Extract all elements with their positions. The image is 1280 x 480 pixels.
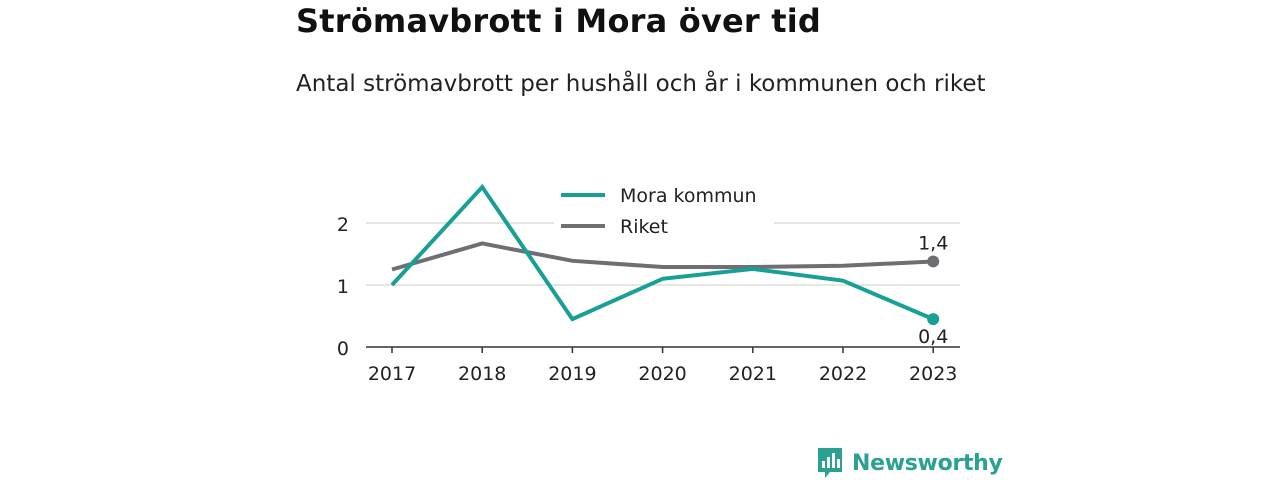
y-tick-label: 0 bbox=[337, 338, 349, 360]
x-tick-label: 2017 bbox=[368, 363, 416, 385]
x-tick-label: 2018 bbox=[458, 363, 506, 385]
legend-background bbox=[554, 180, 774, 242]
x-tick-label: 2022 bbox=[819, 363, 867, 385]
series-end-point-riket bbox=[927, 255, 940, 268]
legend-label-riket: Riket bbox=[620, 216, 668, 238]
brand-logo: Newsworthy bbox=[816, 446, 1003, 480]
series-line-mora-kommun bbox=[390, 183, 934, 322]
chart-title: Strömavbrott i Mora över tid bbox=[296, 2, 822, 40]
x-tick-label: 2023 bbox=[909, 363, 957, 385]
y-tick-label: 1 bbox=[337, 276, 349, 298]
chart-subtitle: Antal strömavbrott per hushåll och år i … bbox=[296, 71, 986, 97]
y-tick-label: 2 bbox=[337, 214, 349, 236]
newsworthy-logo-icon bbox=[818, 448, 842, 478]
x-tick-label: 2020 bbox=[638, 363, 686, 385]
legend-label-mora-kommun: Mora kommun bbox=[620, 185, 757, 207]
x-tick-label: 2021 bbox=[729, 363, 777, 385]
series-line-riket bbox=[391, 241, 934, 272]
series-end-point-mora-kommun bbox=[927, 313, 940, 326]
end-label-mora-kommun: 0,4 bbox=[918, 326, 948, 348]
brand-name: Newsworthy bbox=[852, 450, 1003, 476]
x-tick-label: 2019 bbox=[548, 363, 596, 385]
end-label-riket: 1,4 bbox=[918, 232, 948, 254]
